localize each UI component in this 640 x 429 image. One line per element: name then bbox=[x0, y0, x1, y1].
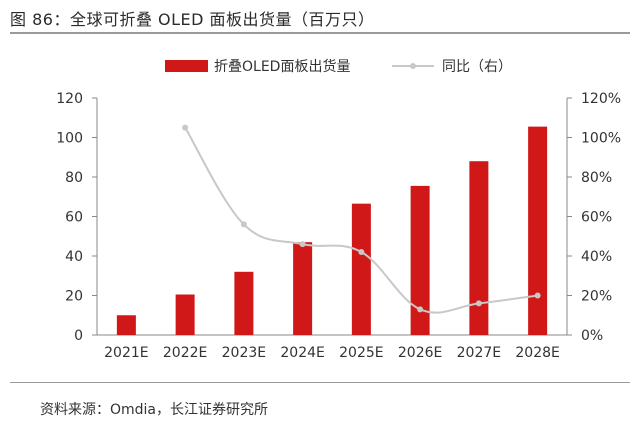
bar bbox=[351, 203, 371, 335]
legend-bar-swatch bbox=[165, 60, 208, 72]
right-tick-label: 120% bbox=[581, 91, 621, 107]
left-tick-label: 100 bbox=[56, 131, 83, 147]
legend-bar-label: 折叠OLED面板出货量 bbox=[214, 58, 350, 75]
yoy-point bbox=[417, 306, 424, 313]
title-divider bbox=[10, 32, 630, 34]
x-tick-label: 2025E bbox=[339, 345, 383, 361]
left-tick-label: 0 bbox=[74, 328, 83, 344]
yoy-point bbox=[358, 249, 365, 256]
yoy-point bbox=[475, 300, 482, 307]
x-tick-label: 2027E bbox=[457, 345, 501, 361]
yoy-point bbox=[182, 124, 189, 131]
x-tick-label: 2022E bbox=[163, 345, 207, 361]
source-divider bbox=[10, 382, 630, 383]
legend-line-label: 同比（右） bbox=[442, 59, 512, 75]
left-tick-label: 40 bbox=[65, 249, 83, 265]
right-tick-label: 20% bbox=[581, 289, 612, 305]
yoy-point bbox=[534, 292, 541, 299]
right-tick-label: 100% bbox=[581, 131, 621, 147]
right-tick-label: 80% bbox=[581, 170, 612, 186]
left-tick-label: 60 bbox=[65, 210, 83, 226]
legend-line-marker bbox=[410, 63, 416, 69]
bar bbox=[410, 185, 430, 335]
source-note: 资料来源：Omdia，长江证券研究所 bbox=[40, 402, 269, 418]
left-tick-label: 20 bbox=[65, 289, 83, 305]
x-tick-label: 2026E bbox=[398, 345, 442, 361]
bar bbox=[469, 161, 489, 335]
x-tick-label: 2023E bbox=[222, 345, 266, 361]
watermark: www.365jz.com bbox=[528, 403, 634, 418]
x-tick-label: 2028E bbox=[515, 345, 559, 361]
right-tick-label: 60% bbox=[581, 210, 612, 226]
yoy-point bbox=[299, 241, 306, 248]
yoy-point bbox=[240, 221, 247, 228]
bar bbox=[116, 315, 136, 335]
bar bbox=[528, 126, 548, 335]
x-tick-label: 2021E bbox=[104, 345, 148, 361]
x-tick-label: 2024E bbox=[280, 345, 324, 361]
right-tick-label: 40% bbox=[581, 249, 612, 265]
left-tick-label: 80 bbox=[65, 170, 83, 186]
figure-title: 图 86：全球可折叠 OLED 面板出货量（百万只） bbox=[10, 10, 375, 29]
bar bbox=[293, 242, 313, 335]
bar bbox=[234, 271, 254, 335]
bar bbox=[175, 294, 195, 335]
left-tick-label: 120 bbox=[56, 91, 83, 107]
right-tick-label: 0% bbox=[581, 328, 603, 344]
